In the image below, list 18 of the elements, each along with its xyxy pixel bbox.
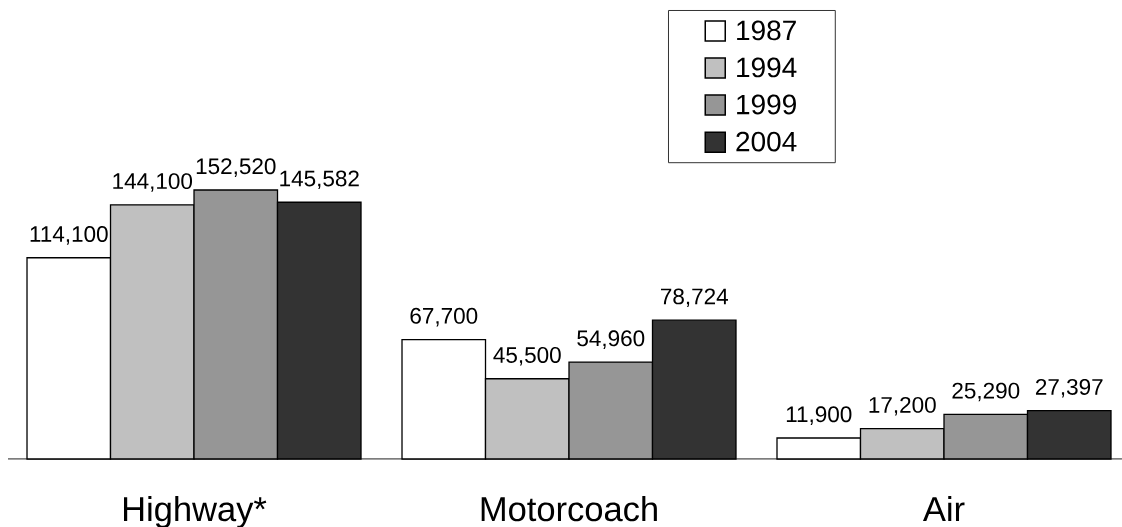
data-label: 114,100 — [30, 226, 108, 245]
legend-label: 2004 — [736, 131, 797, 152]
data-label: 145,582 — [280, 170, 359, 190]
legend-label: 1987 — [737, 20, 796, 41]
data-label: 54,960 — [577, 330, 645, 349]
data-label: 144,100 — [113, 173, 193, 192]
data-label: 11,900 — [786, 406, 852, 425]
legend-label: 1994 — [737, 57, 797, 78]
x-tick-label: Air — [922, 495, 965, 521]
legend-label: 1999 — [737, 94, 796, 115]
data-label: 152,520 — [196, 158, 276, 177]
data-label: 25,290 — [952, 382, 1020, 402]
data-label: 45,500 — [493, 347, 561, 366]
data-label: 17,200 — [869, 396, 936, 416]
data-label: 27,397 — [1035, 378, 1103, 398]
data-label: 67,700 — [410, 307, 478, 327]
data-label: 78,724 — [661, 288, 728, 308]
x-tick-label: Motorcoach — [481, 495, 657, 522]
